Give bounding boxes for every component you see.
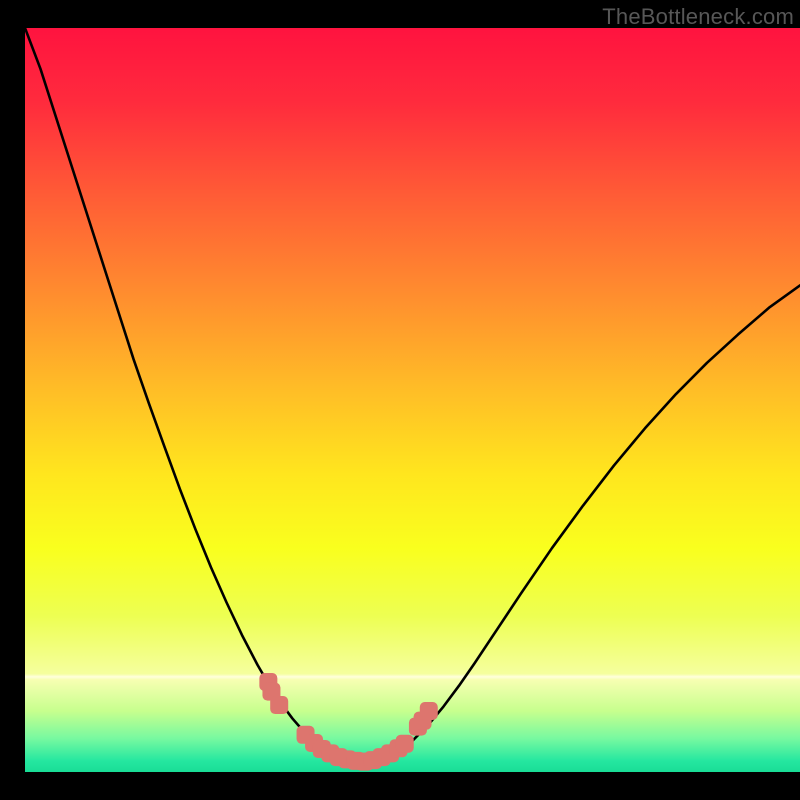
curve-marker <box>396 735 414 753</box>
chart-plot-area <box>25 28 800 772</box>
bottleneck-curve-chart <box>25 28 800 772</box>
curve-marker <box>420 702 438 720</box>
curve-marker <box>270 696 288 714</box>
gradient-background <box>25 28 800 772</box>
watermark-label: TheBottleneck.com <box>602 4 794 30</box>
